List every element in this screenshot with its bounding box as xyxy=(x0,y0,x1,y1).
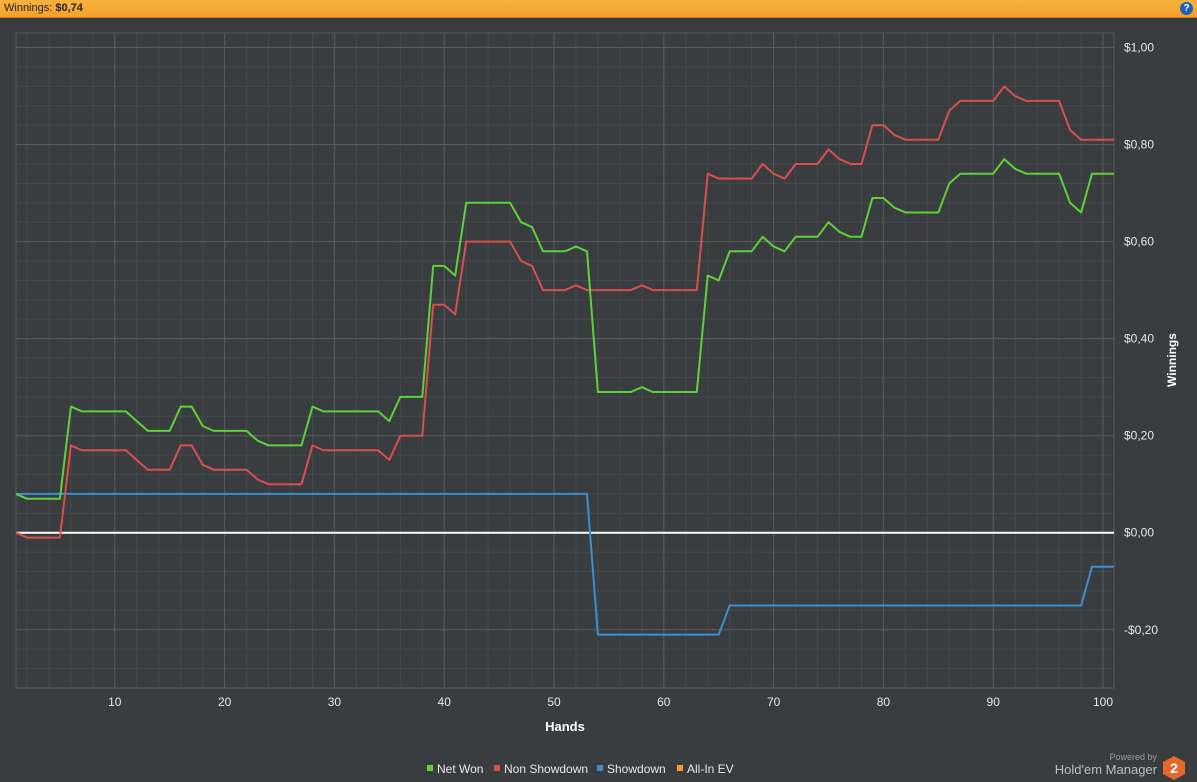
legend: Net Won Non Showdown Showdown All-In EV xyxy=(427,762,734,776)
winnings-header-bar: Winnings: $0,74 ? xyxy=(0,0,1197,18)
x-tick-label: 90 xyxy=(987,695,1001,709)
x-tick-label: 50 xyxy=(547,695,561,709)
legend-swatch xyxy=(677,765,683,771)
legend-label: Showdown xyxy=(607,762,666,776)
y-axis-label: Winnings xyxy=(1165,333,1179,387)
powered-by-text: Powered by xyxy=(1109,752,1157,762)
x-tick-label: 40 xyxy=(438,695,452,709)
legend-swatch xyxy=(494,765,500,771)
minor-grid xyxy=(16,33,1114,688)
x-tick-label: 100 xyxy=(1093,695,1113,709)
winnings-chart: -$0,20 $0,00 $0,20 $0,40 $0,60 $0,80 $1,00 10 2… xyxy=(15,32,1179,776)
y-axis-ticks: -$0,20 $0,00 $0,20 $0,40 $0,60 $0,80 $1,00 xyxy=(1124,41,1158,637)
x-tick-label: 60 xyxy=(657,695,671,709)
branding: Powered by Hold'em Manager xyxy=(1055,752,1157,777)
help-icon[interactable]: ? xyxy=(1180,2,1193,15)
x-tick-label: 20 xyxy=(218,695,232,709)
x-axis-ticks: 10 20 30 40 50 60 70 80 90 100 xyxy=(108,695,1113,709)
winnings-summary: Winnings: $0,74 xyxy=(4,2,83,14)
series-line-showdown xyxy=(16,492,1114,636)
series-line-net-won xyxy=(15,158,1114,500)
hem-logo-icon: 2 xyxy=(1163,756,1185,780)
x-tick-label: 80 xyxy=(877,695,891,709)
product-name: Hold'em Manager xyxy=(1054,762,1157,777)
x-tick-label: 30 xyxy=(328,695,342,709)
legend-swatch xyxy=(427,765,433,771)
legend-label: Net Won xyxy=(437,762,483,776)
x-axis-label: Hands xyxy=(545,719,585,734)
legend-label: Non Showdown xyxy=(504,762,588,776)
x-tick-label: 70 xyxy=(767,695,781,709)
y-tick-label: $0,20 xyxy=(1124,429,1154,443)
x-tick-label: 10 xyxy=(108,695,122,709)
series-layer xyxy=(15,85,1114,636)
winnings-value: $0,74 xyxy=(55,2,83,14)
logo-text: 2 xyxy=(1170,760,1178,776)
y-tick-label: $0,00 xyxy=(1124,526,1154,540)
y-tick-label: $0,80 xyxy=(1124,138,1154,152)
y-tick-label: $1,00 xyxy=(1124,41,1154,55)
y-tick-label: -$0,20 xyxy=(1124,623,1158,637)
legend-label: All-In EV xyxy=(687,762,734,776)
series-line-non-showdown xyxy=(15,85,1114,539)
legend-swatch xyxy=(597,765,603,771)
plot-border xyxy=(15,32,1115,689)
major-grid xyxy=(15,32,1115,689)
y-tick-label: $0,40 xyxy=(1124,332,1154,346)
winnings-label: Winnings: xyxy=(4,2,53,14)
y-tick-label: $0,60 xyxy=(1124,235,1154,249)
